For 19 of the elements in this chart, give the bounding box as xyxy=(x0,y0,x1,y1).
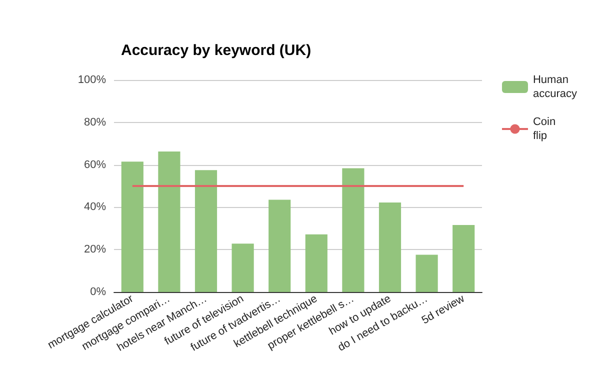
y-tick-label: 20% xyxy=(84,244,106,256)
y-tick-label: 80% xyxy=(84,116,106,128)
bar xyxy=(378,202,402,292)
legend-label: Human accuracy xyxy=(532,74,578,100)
bar xyxy=(342,168,364,292)
chart-title: Accuracy by keyword (UK) xyxy=(121,42,312,59)
bar xyxy=(268,200,291,292)
bar xyxy=(121,162,144,292)
bar xyxy=(416,254,438,292)
y-tick-label: 100% xyxy=(78,74,106,86)
bar xyxy=(232,244,254,292)
y-tick-label: 40% xyxy=(84,201,106,214)
bar xyxy=(194,170,218,292)
bar xyxy=(305,234,328,292)
y-tick-label: 60% xyxy=(84,158,106,171)
y-tick-label: 0% xyxy=(90,286,106,298)
legend-label: Coin flip xyxy=(532,116,556,142)
bar xyxy=(452,225,475,292)
bar xyxy=(158,151,180,292)
